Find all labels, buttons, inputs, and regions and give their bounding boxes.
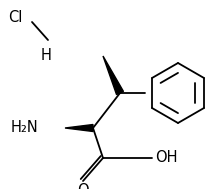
- Text: H₂N: H₂N: [10, 121, 38, 136]
- Text: Cl: Cl: [8, 10, 22, 25]
- Polygon shape: [103, 56, 123, 94]
- Text: H: H: [41, 48, 51, 63]
- Text: O: O: [77, 183, 89, 189]
- Polygon shape: [65, 125, 93, 132]
- Text: OH: OH: [155, 150, 178, 166]
